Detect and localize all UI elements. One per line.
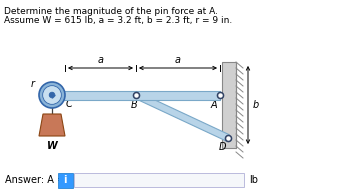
Text: b: b — [253, 100, 259, 110]
Bar — [52, 91, 220, 100]
Circle shape — [43, 86, 61, 104]
Text: Determine the magnitude of the pin force at A.: Determine the magnitude of the pin force… — [4, 7, 218, 16]
Bar — [222, 62, 236, 148]
Polygon shape — [134, 92, 230, 141]
Text: i: i — [63, 175, 67, 185]
Text: A: A — [211, 100, 217, 110]
Text: Assume W = 615 lb, a = 3.2 ft, b = 2.3 ft, r = 9 in.: Assume W = 615 lb, a = 3.2 ft, b = 2.3 f… — [4, 16, 232, 25]
FancyBboxPatch shape — [57, 173, 72, 188]
Text: r: r — [31, 79, 35, 89]
Text: W: W — [47, 141, 57, 151]
Circle shape — [49, 92, 55, 98]
Text: a: a — [175, 55, 181, 65]
Polygon shape — [39, 114, 65, 136]
Text: Answer: A =: Answer: A = — [5, 175, 65, 185]
Text: a: a — [98, 55, 104, 65]
Text: B: B — [131, 100, 137, 110]
Bar — [74, 173, 244, 187]
Text: D: D — [218, 142, 226, 152]
Circle shape — [39, 82, 65, 108]
Text: C: C — [66, 99, 73, 109]
Text: lb: lb — [249, 175, 258, 185]
